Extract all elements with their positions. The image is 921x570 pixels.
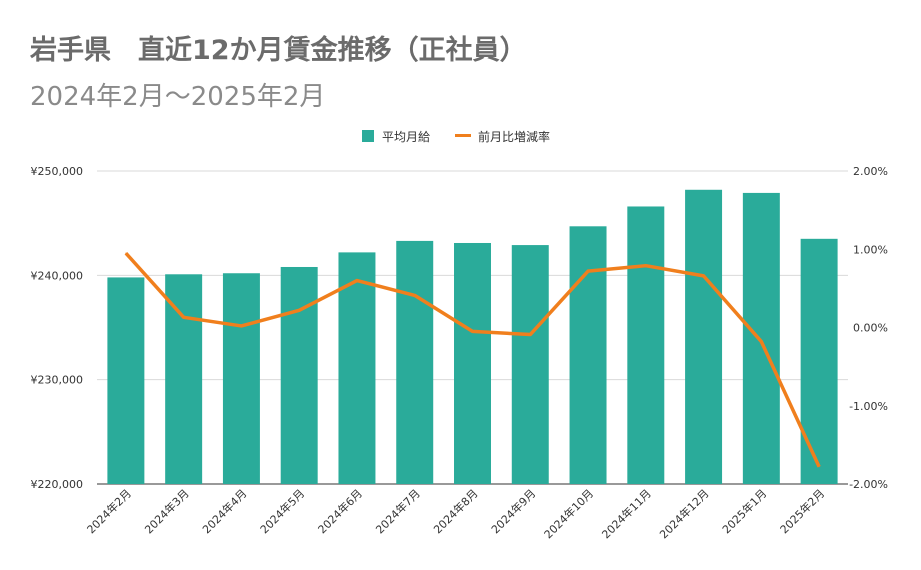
line-point	[645, 265, 647, 267]
x-tick-label: 2024年9月	[488, 486, 538, 536]
y-right-tick-label: 1.00%	[853, 243, 888, 256]
y-left-tick-label: ¥240,000	[31, 269, 84, 282]
bar	[742, 192, 780, 484]
x-tick-label: 2024年7月	[373, 486, 423, 536]
y-left-tick-label: ¥220,000	[31, 478, 84, 491]
bar	[454, 242, 491, 484]
bar	[280, 266, 318, 484]
x-tick-label: 2025年2月	[777, 486, 827, 536]
x-tick-label: 2024年5月	[257, 486, 307, 536]
line-point	[183, 316, 185, 318]
legend: 平均月給 前月比増減率	[362, 129, 550, 144]
x-tick-label: 2024年11月	[599, 486, 654, 541]
x-tick-label: 2024年4月	[199, 486, 249, 536]
line-point	[356, 280, 358, 282]
bar	[569, 226, 607, 484]
line-point	[529, 334, 531, 336]
x-tick-label: 2024年10月	[541, 486, 596, 541]
bar	[396, 240, 434, 484]
x-tick-label: 2024年3月	[142, 486, 192, 536]
y-left-tick-label: ¥250,000	[31, 165, 84, 178]
legend-swatch-bar	[362, 130, 374, 142]
x-tick-label: 2024年6月	[315, 486, 365, 536]
bar	[511, 245, 549, 484]
bar	[800, 238, 838, 484]
line-point	[298, 309, 300, 311]
chart-subtitle: 2024年2月～2025年2月	[30, 82, 326, 112]
line-point	[414, 294, 416, 296]
line-point	[472, 330, 473, 332]
chart-title: 岩手県 直近12か月賃金推移（正社員）	[30, 35, 527, 66]
y-left-tick-label: ¥230,000	[31, 374, 84, 387]
y-right-tick-label: 0.00%	[853, 322, 888, 335]
line-point	[125, 252, 127, 254]
bar	[627, 206, 665, 484]
legend-label-line: 前月比増減率	[478, 129, 550, 144]
line-point	[703, 275, 705, 277]
line-point	[240, 325, 242, 327]
x-tick-label: 2025年1月	[719, 486, 769, 536]
x-tick-label: 2024年12月	[657, 486, 712, 541]
legend-label-bar: 平均月給	[382, 130, 430, 144]
line-point	[587, 270, 589, 272]
bar	[107, 277, 145, 484]
bar	[165, 274, 203, 484]
x-tick-label: 2024年8月	[430, 486, 480, 536]
bar	[222, 273, 260, 484]
line-point	[760, 341, 762, 343]
legend-swatch-line	[455, 134, 471, 137]
y-right-tick-label: -2.00%	[849, 478, 888, 491]
y-right-tick-label: 2.00%	[853, 165, 888, 178]
bar	[685, 189, 723, 484]
line-point	[818, 466, 820, 468]
bar	[338, 252, 376, 484]
x-tick-label: 2024年2月	[84, 486, 134, 536]
y-right-tick-label: -1.00%	[849, 400, 888, 413]
